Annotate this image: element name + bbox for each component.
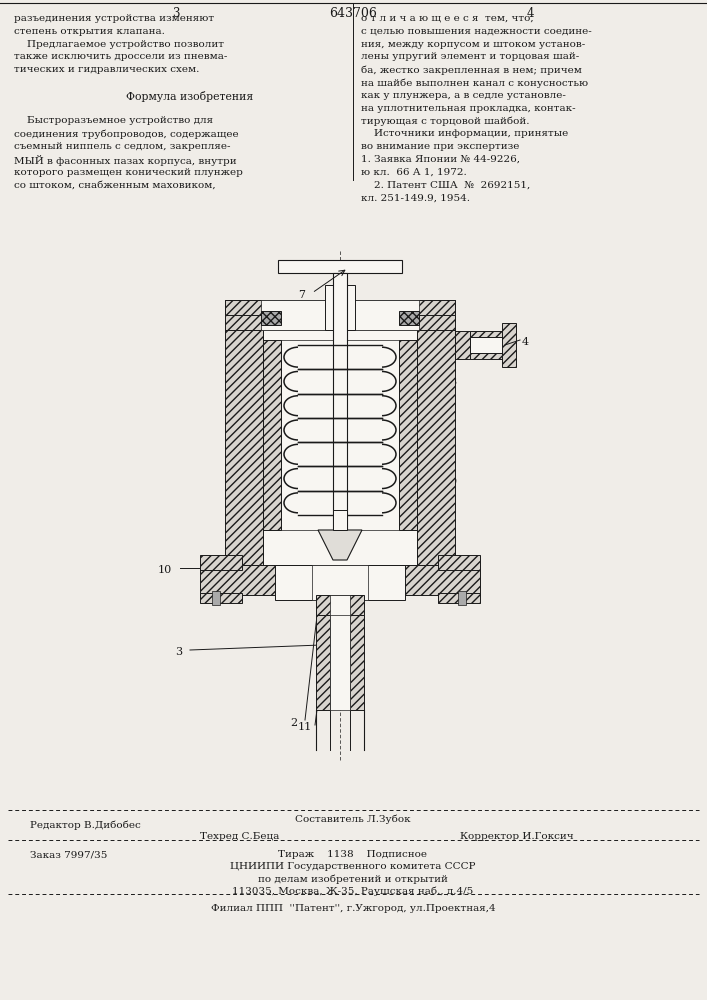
Bar — [470, 337, 505, 353]
Bar — [333, 273, 347, 555]
Text: ЦНИИПИ Государственного комитета СССР: ЦНИИПИ Государственного комитета СССР — [230, 862, 476, 871]
Text: ю кл.  66 А 1, 1972.: ю кл. 66 А 1, 1972. — [361, 168, 467, 177]
Text: кл. 251-149.9, 1954.: кл. 251-149.9, 1954. — [361, 193, 470, 202]
Text: 4: 4 — [526, 7, 534, 20]
Bar — [212, 591, 220, 605]
Bar — [312, 565, 368, 600]
Bar — [275, 565, 405, 600]
Text: 6: 6 — [449, 350, 456, 360]
Text: которого размещен конический плунжер: которого размещен конический плунжер — [14, 168, 243, 177]
Text: 2. Патент США  №  2692151,: 2. Патент США № 2692151, — [361, 180, 530, 189]
Bar — [200, 593, 242, 603]
Bar — [225, 300, 263, 330]
Bar — [278, 260, 402, 273]
Text: разъединения устройства изменяют: разъединения устройства изменяют — [14, 14, 214, 23]
Bar — [316, 615, 330, 710]
Text: 2: 2 — [290, 718, 297, 728]
Text: 3: 3 — [173, 7, 180, 20]
Bar — [316, 595, 364, 615]
Text: Формула изобретения: Формула изобретения — [98, 91, 254, 102]
Text: Предлагаемое устройство позволит: Предлагаемое устройство позволит — [14, 40, 224, 49]
Text: МЫЙ в фасонных пазах корпуса, внутри: МЫЙ в фасонных пазах корпуса, внутри — [14, 155, 237, 166]
Text: 1. Заявка Японии № 44-9226,: 1. Заявка Японии № 44-9226, — [361, 155, 520, 164]
Text: съемный ниппель с седлом, закрепляе-: съемный ниппель с седлом, закрепляе- — [14, 142, 230, 151]
Text: степень открытия клапана.: степень открытия клапана. — [14, 27, 165, 36]
Bar — [333, 510, 347, 530]
Text: на шайбе выполнен канал с конусностью: на шайбе выполнен канал с конусностью — [361, 78, 588, 88]
Text: 643706: 643706 — [329, 7, 377, 20]
Bar — [399, 311, 419, 325]
Bar — [281, 340, 399, 530]
Text: 7: 7 — [298, 290, 305, 300]
Text: 113035, Москва, Ж-35, Раушская наб., д.4/5: 113035, Москва, Ж-35, Раушская наб., д.4… — [233, 886, 474, 896]
Bar — [438, 555, 480, 570]
Bar — [470, 331, 505, 337]
Bar — [350, 615, 364, 710]
Bar — [502, 323, 516, 367]
Text: со штоком, снабженным маховиком,: со штоком, снабженным маховиком, — [14, 180, 216, 189]
Bar — [263, 340, 281, 530]
Bar — [325, 285, 355, 330]
Text: 10: 10 — [158, 565, 172, 575]
Text: тирующая с торцовой шайбой.: тирующая с торцовой шайбой. — [361, 116, 530, 126]
Text: на уплотнительная прокладка, контак-: на уплотнительная прокладка, контак- — [361, 104, 575, 113]
Text: 9: 9 — [449, 477, 456, 487]
Bar — [455, 331, 470, 359]
Text: как у плунжера, а в седле установле-: как у плунжера, а в седле установле- — [361, 91, 566, 100]
Bar — [261, 311, 281, 325]
Text: Составитель Л.Зубок: Составитель Л.Зубок — [296, 814, 411, 824]
Text: 5: 5 — [449, 452, 456, 462]
Text: во внимание при экспертизе: во внимание при экспертизе — [361, 142, 520, 151]
Bar — [200, 565, 480, 595]
Text: ния, между корпусом и штоком установ-: ния, между корпусом и штоком установ- — [361, 40, 585, 49]
Text: также исключить дроссели из пневма-: также исключить дроссели из пневма- — [14, 52, 228, 61]
Text: Редактор В.Дибобес: Редактор В.Дибобес — [30, 820, 141, 830]
Text: 12: 12 — [449, 595, 463, 605]
Bar — [417, 330, 455, 565]
Text: Заказ 7997/35: Заказ 7997/35 — [30, 850, 107, 859]
Bar — [334, 273, 346, 300]
Text: о т л и ч а ю щ е е с я  тем, что,: о т л и ч а ю щ е е с я тем, что, — [361, 14, 534, 23]
Bar — [330, 595, 350, 620]
Bar — [263, 330, 417, 565]
Bar — [470, 353, 505, 359]
Bar — [417, 300, 455, 330]
Text: 8: 8 — [449, 377, 456, 387]
Text: по делам изобретений и открытий: по делам изобретений и открытий — [258, 874, 448, 884]
Text: лены упругий элемент и торцовая шай-: лены упругий элемент и торцовая шай- — [361, 52, 579, 61]
Bar — [200, 555, 242, 570]
Bar — [458, 591, 466, 605]
Text: 11: 11 — [298, 722, 312, 732]
Text: 4: 4 — [522, 337, 529, 347]
Text: с целью повышения надежности соедине-: с целью повышения надежности соедине- — [361, 27, 592, 36]
Bar — [225, 330, 263, 565]
Text: Филиал ППП  ''Патент'', г.Ужгород, ул.Проектная,4: Филиал ППП ''Патент'', г.Ужгород, ул.Про… — [211, 904, 496, 913]
Text: 3: 3 — [175, 647, 182, 657]
Bar — [225, 300, 455, 315]
Text: соединения трубопроводов, содержащее: соединения трубопроводов, содержащее — [14, 129, 239, 139]
Text: Источники информации, принятые: Источники информации, принятые — [361, 129, 568, 138]
Text: 1: 1 — [449, 524, 456, 534]
Bar — [399, 340, 417, 530]
Text: Техред С.Беца: Техред С.Беца — [200, 832, 279, 841]
Bar — [261, 300, 419, 330]
Bar — [438, 593, 480, 603]
Text: Корректор И.Гоксич: Корректор И.Гоксич — [460, 832, 573, 841]
Polygon shape — [318, 530, 362, 560]
Text: ба, жестко закрепленная в нем; причем: ба, жестко закрепленная в нем; причем — [361, 65, 582, 75]
Text: Тираж    1138    Подписное: Тираж 1138 Подписное — [279, 850, 428, 859]
Text: тических и гидравлических схем.: тических и гидравлических схем. — [14, 65, 199, 74]
Text: Быстроразъемное устройство для: Быстроразъемное устройство для — [14, 116, 213, 125]
Bar — [330, 615, 350, 710]
